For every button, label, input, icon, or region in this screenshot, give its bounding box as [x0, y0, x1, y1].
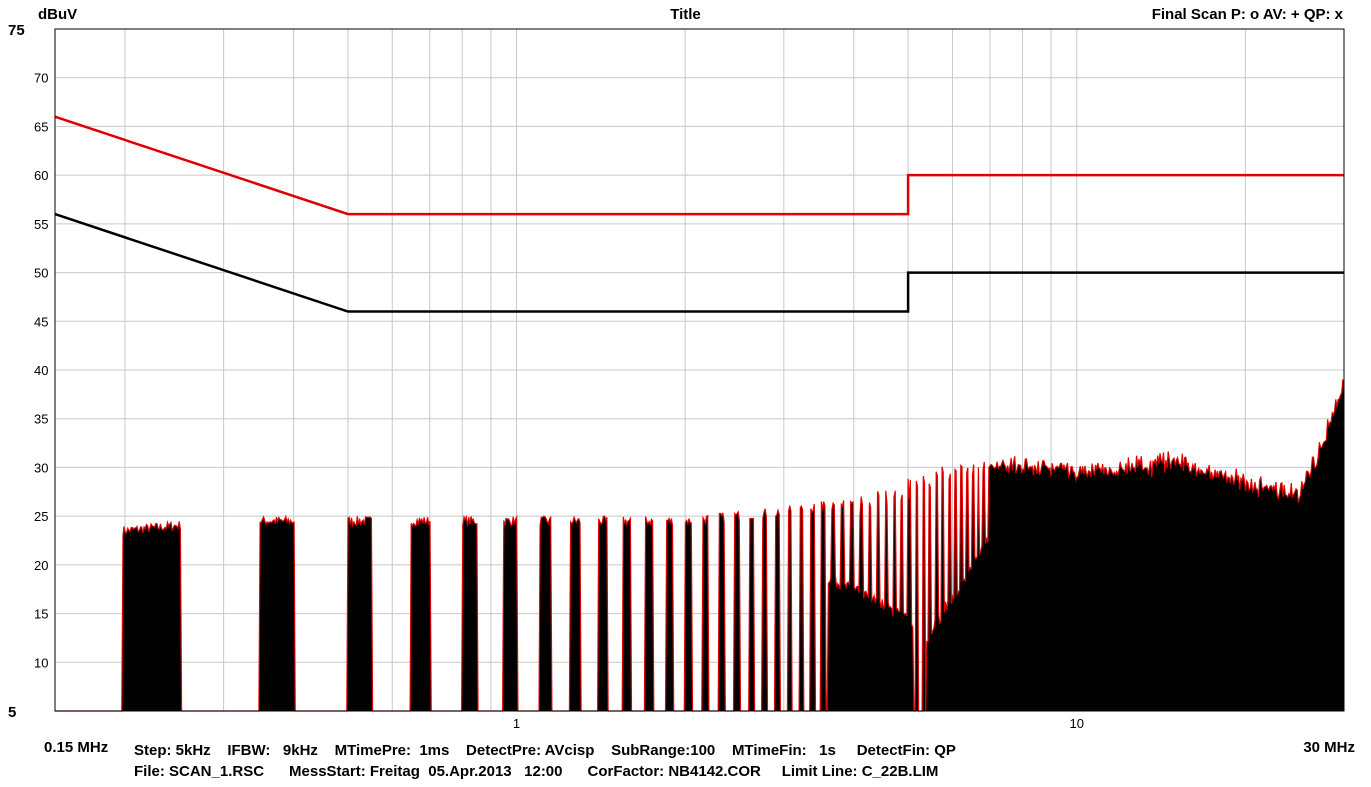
plot-frame [54, 28, 1345, 712]
x-tick-labels: 1 10 [513, 716, 1084, 731]
y-tick-label: 65 [34, 119, 48, 134]
y-tick-label: 50 [34, 266, 48, 281]
y-tick-label: 45 [34, 314, 48, 329]
spectrum-trace [55, 378, 1345, 712]
y-tick-label: 10 [34, 655, 48, 670]
y-tick-label: 70 [34, 71, 48, 86]
y-tick-label: 35 [34, 412, 48, 427]
limit-lines [54, 115, 1344, 313]
x-tick-label: 10 [1069, 716, 1083, 731]
y-tick-label: 30 [34, 460, 48, 475]
spectrum-fill [55, 380, 1344, 711]
y-tick-labels: 75 70 65 60 55 50 45 40 35 30 25 20 15 10 5 [8, 22, 48, 721]
chart-title: Title [670, 6, 701, 23]
y-tick-label: 25 [34, 509, 48, 524]
quasi-peak-limit-line [54, 115, 1344, 216]
y-tick-label: 20 [34, 558, 48, 573]
y-axis-unit-label: dBuV [38, 6, 78, 23]
y-tick-label: 55 [34, 217, 48, 232]
y-tick-label: 40 [34, 363, 48, 378]
x-axis-end-label: 30 MHz [1303, 739, 1355, 756]
y-tick-label: 75 [8, 22, 25, 39]
y-tick-label: 60 [34, 168, 48, 183]
x-axis-start-label: 0.15 MHz [44, 739, 109, 756]
detector-legend: Final Scan P: o AV: + QP: x [1151, 6, 1343, 23]
average-limit-line [54, 212, 1344, 313]
scan-settings-line: Step: 5kHz IFBW: 9kHz MTimePre: 1ms Dete… [134, 742, 956, 759]
y-tick-label: 15 [34, 607, 48, 622]
y-tick-label: 5 [8, 704, 16, 721]
x-tick-label: 1 [513, 716, 520, 731]
file-info-line: File: SCAN_1.RSC MessStart: Freitag 05.A… [134, 763, 939, 780]
